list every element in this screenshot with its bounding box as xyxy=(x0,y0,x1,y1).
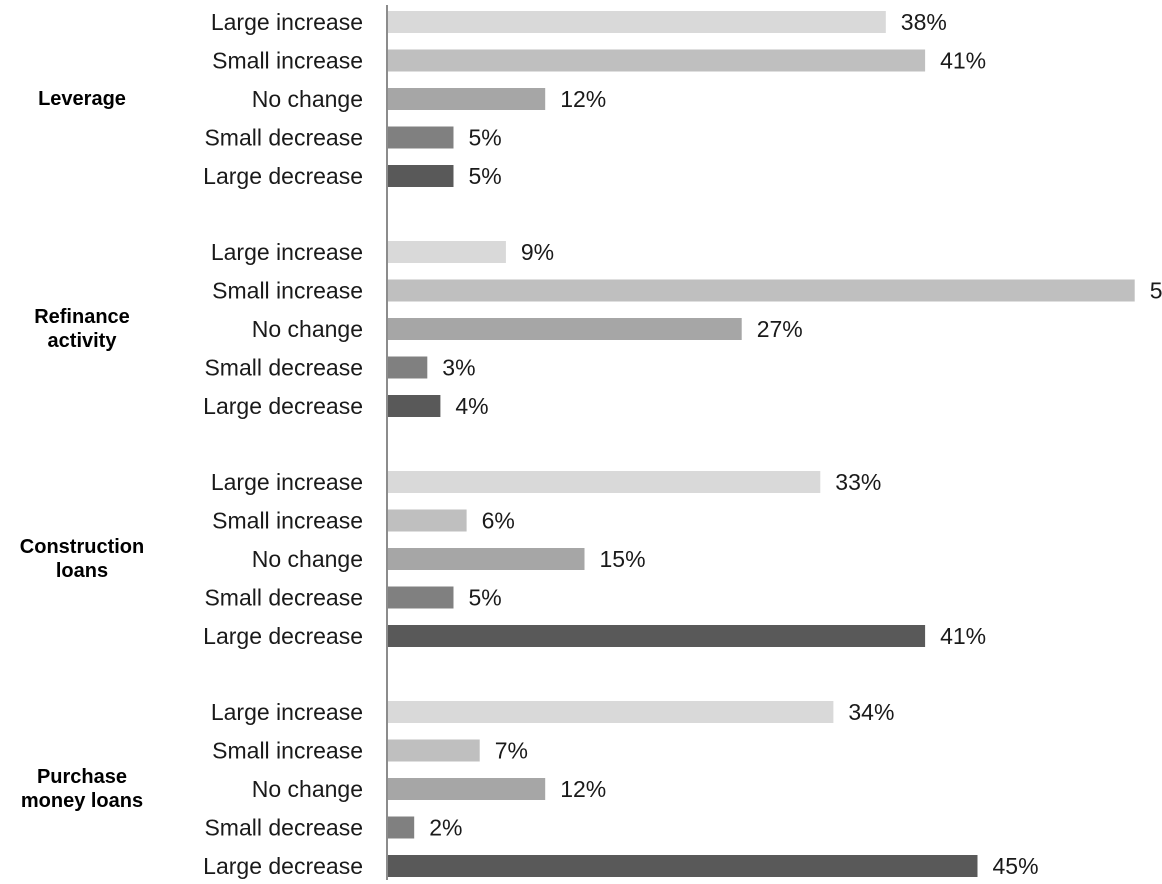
value-label: 3% xyxy=(442,355,475,381)
bar xyxy=(388,318,742,340)
category-label: Large increase xyxy=(211,469,363,495)
bar xyxy=(388,356,428,379)
bar xyxy=(388,739,480,762)
value-label: 7% xyxy=(495,738,528,764)
bar xyxy=(388,625,926,647)
value-label: 2% xyxy=(429,815,462,841)
bar xyxy=(388,395,441,417)
category-label: Large decrease xyxy=(203,393,363,419)
group-label: Leverage xyxy=(38,88,126,110)
category-label: Small increase xyxy=(212,508,363,534)
category-label: No change xyxy=(252,316,363,342)
value-label: 4% xyxy=(455,393,488,419)
category-label: Large increase xyxy=(211,9,363,35)
value-label: 5% xyxy=(469,585,502,611)
bars-layer: Leverage Large increase 38% Small increase 4… xyxy=(20,9,1162,879)
group-label: Construction xyxy=(20,536,144,558)
value-label: 6% xyxy=(482,508,515,534)
value-label: 57% xyxy=(1150,278,1162,304)
category-label: Small increase xyxy=(212,738,363,764)
group-label: loans xyxy=(56,560,108,582)
value-label: 5% xyxy=(469,163,502,189)
value-label: 33% xyxy=(835,469,881,495)
group-label: Purchase xyxy=(37,766,127,788)
value-label: 5% xyxy=(469,125,502,151)
category-label: Large decrease xyxy=(203,163,363,189)
bar xyxy=(388,548,585,570)
value-label: 34% xyxy=(848,699,894,725)
bar xyxy=(388,49,926,72)
value-label: 41% xyxy=(940,48,986,74)
bar xyxy=(388,11,886,33)
category-label: Small decrease xyxy=(204,585,363,611)
category-label: Large decrease xyxy=(203,853,363,879)
bar xyxy=(388,126,454,149)
bar xyxy=(388,88,546,110)
category-label: Small increase xyxy=(212,278,363,304)
group-label: Refinance xyxy=(34,306,130,328)
value-label: 27% xyxy=(757,316,803,342)
value-label: 12% xyxy=(560,86,606,112)
value-label: 41% xyxy=(940,623,986,649)
value-label: 9% xyxy=(521,239,554,265)
value-label: 12% xyxy=(560,776,606,802)
bar xyxy=(388,855,978,877)
category-label: Large increase xyxy=(211,239,363,265)
category-label: No change xyxy=(252,86,363,112)
category-label: Small decrease xyxy=(204,355,363,381)
bar xyxy=(388,586,454,609)
category-label: Small increase xyxy=(212,48,363,74)
bar xyxy=(388,241,506,263)
bar xyxy=(388,471,821,493)
group-label: money loans xyxy=(21,790,143,812)
bar xyxy=(388,165,454,187)
category-label: Small decrease xyxy=(204,125,363,151)
group-label: activity xyxy=(48,330,118,352)
category-label: Large increase xyxy=(211,699,363,725)
bar xyxy=(388,816,415,839)
value-label: 45% xyxy=(993,853,1039,879)
category-label: No change xyxy=(252,776,363,802)
bar xyxy=(388,509,467,532)
category-label: Small decrease xyxy=(204,815,363,841)
bar xyxy=(388,701,834,723)
value-label: 15% xyxy=(600,546,646,572)
bar xyxy=(388,778,546,800)
bar xyxy=(388,279,1135,302)
category-label: No change xyxy=(252,546,363,572)
category-label: Large decrease xyxy=(203,623,363,649)
value-label: 38% xyxy=(901,9,947,35)
